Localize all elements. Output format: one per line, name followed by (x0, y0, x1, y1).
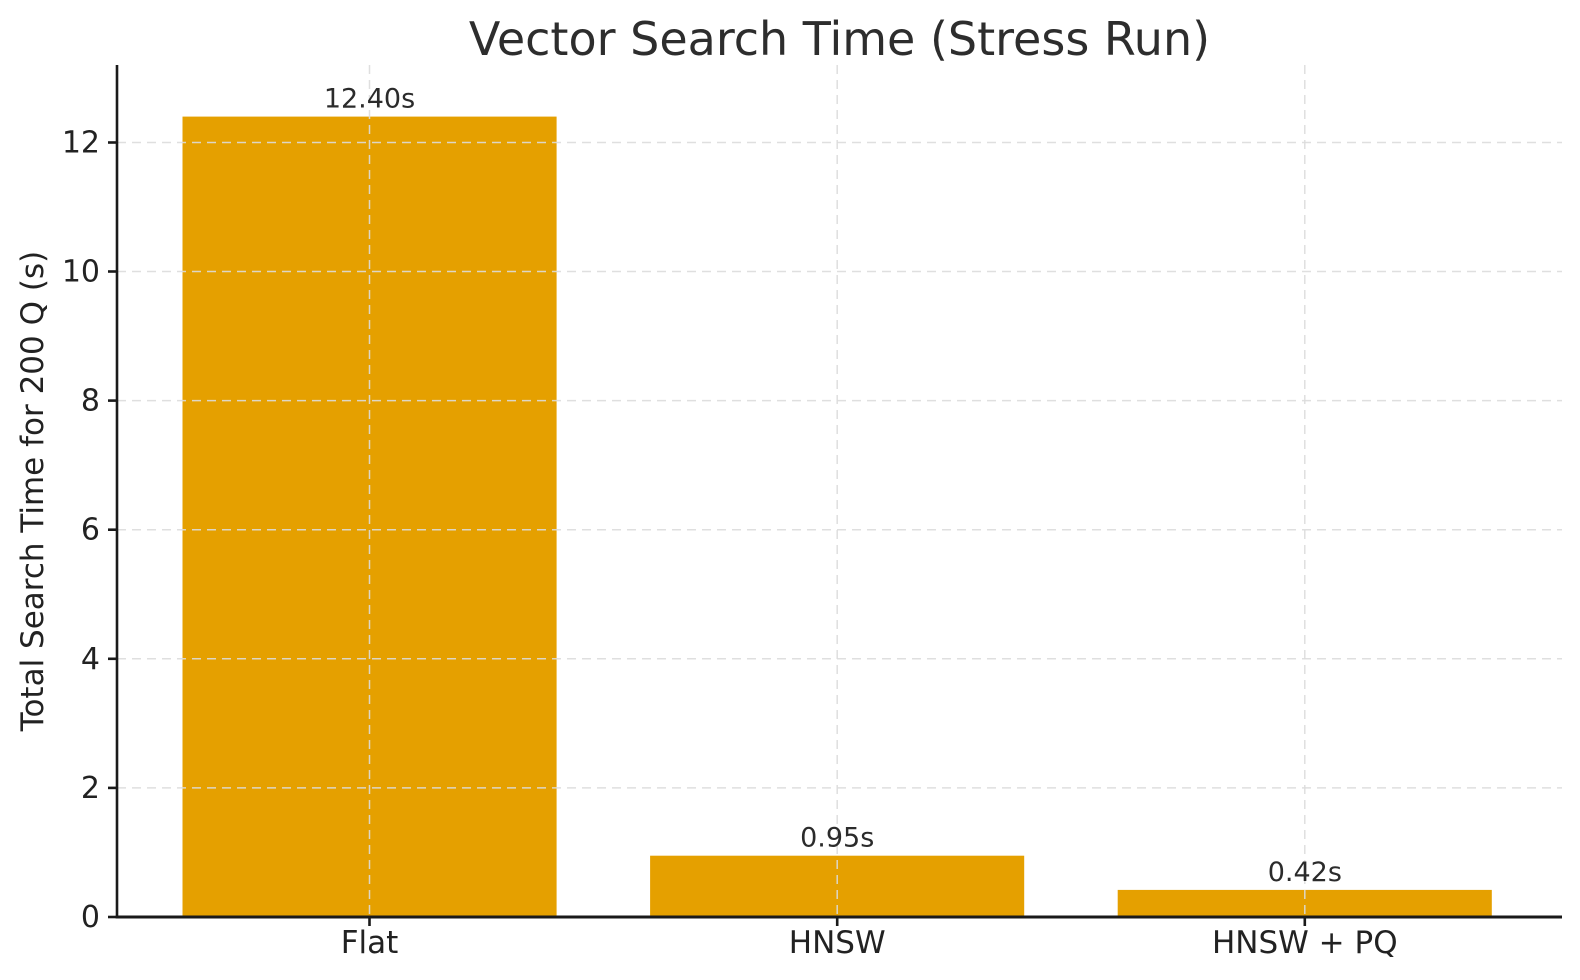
xtick-label-flat: Flat (341, 925, 399, 961)
bar-value-label-hnsw-pq: 0.42s (1268, 857, 1342, 888)
chart-title: Vector Search Time (Stress Run) (468, 12, 1211, 66)
ytick-label-12: 12 (62, 126, 100, 161)
ytick-label-6: 6 (81, 513, 100, 548)
bar-value-label-hnsw: 0.95s (800, 823, 874, 854)
ytick-label-4: 4 (81, 642, 100, 677)
xtick-label-hnsw: HNSW (789, 925, 886, 961)
bar-value-label-flat: 12.40s (324, 84, 415, 115)
xtick-label-hnsw-pq: HNSW + PQ (1212, 925, 1398, 961)
ytick-label-8: 8 (81, 384, 100, 419)
ytick-label-10: 10 (62, 255, 100, 290)
ytick-label-0: 0 (81, 900, 100, 935)
ytick-label-2: 2 (81, 771, 100, 806)
